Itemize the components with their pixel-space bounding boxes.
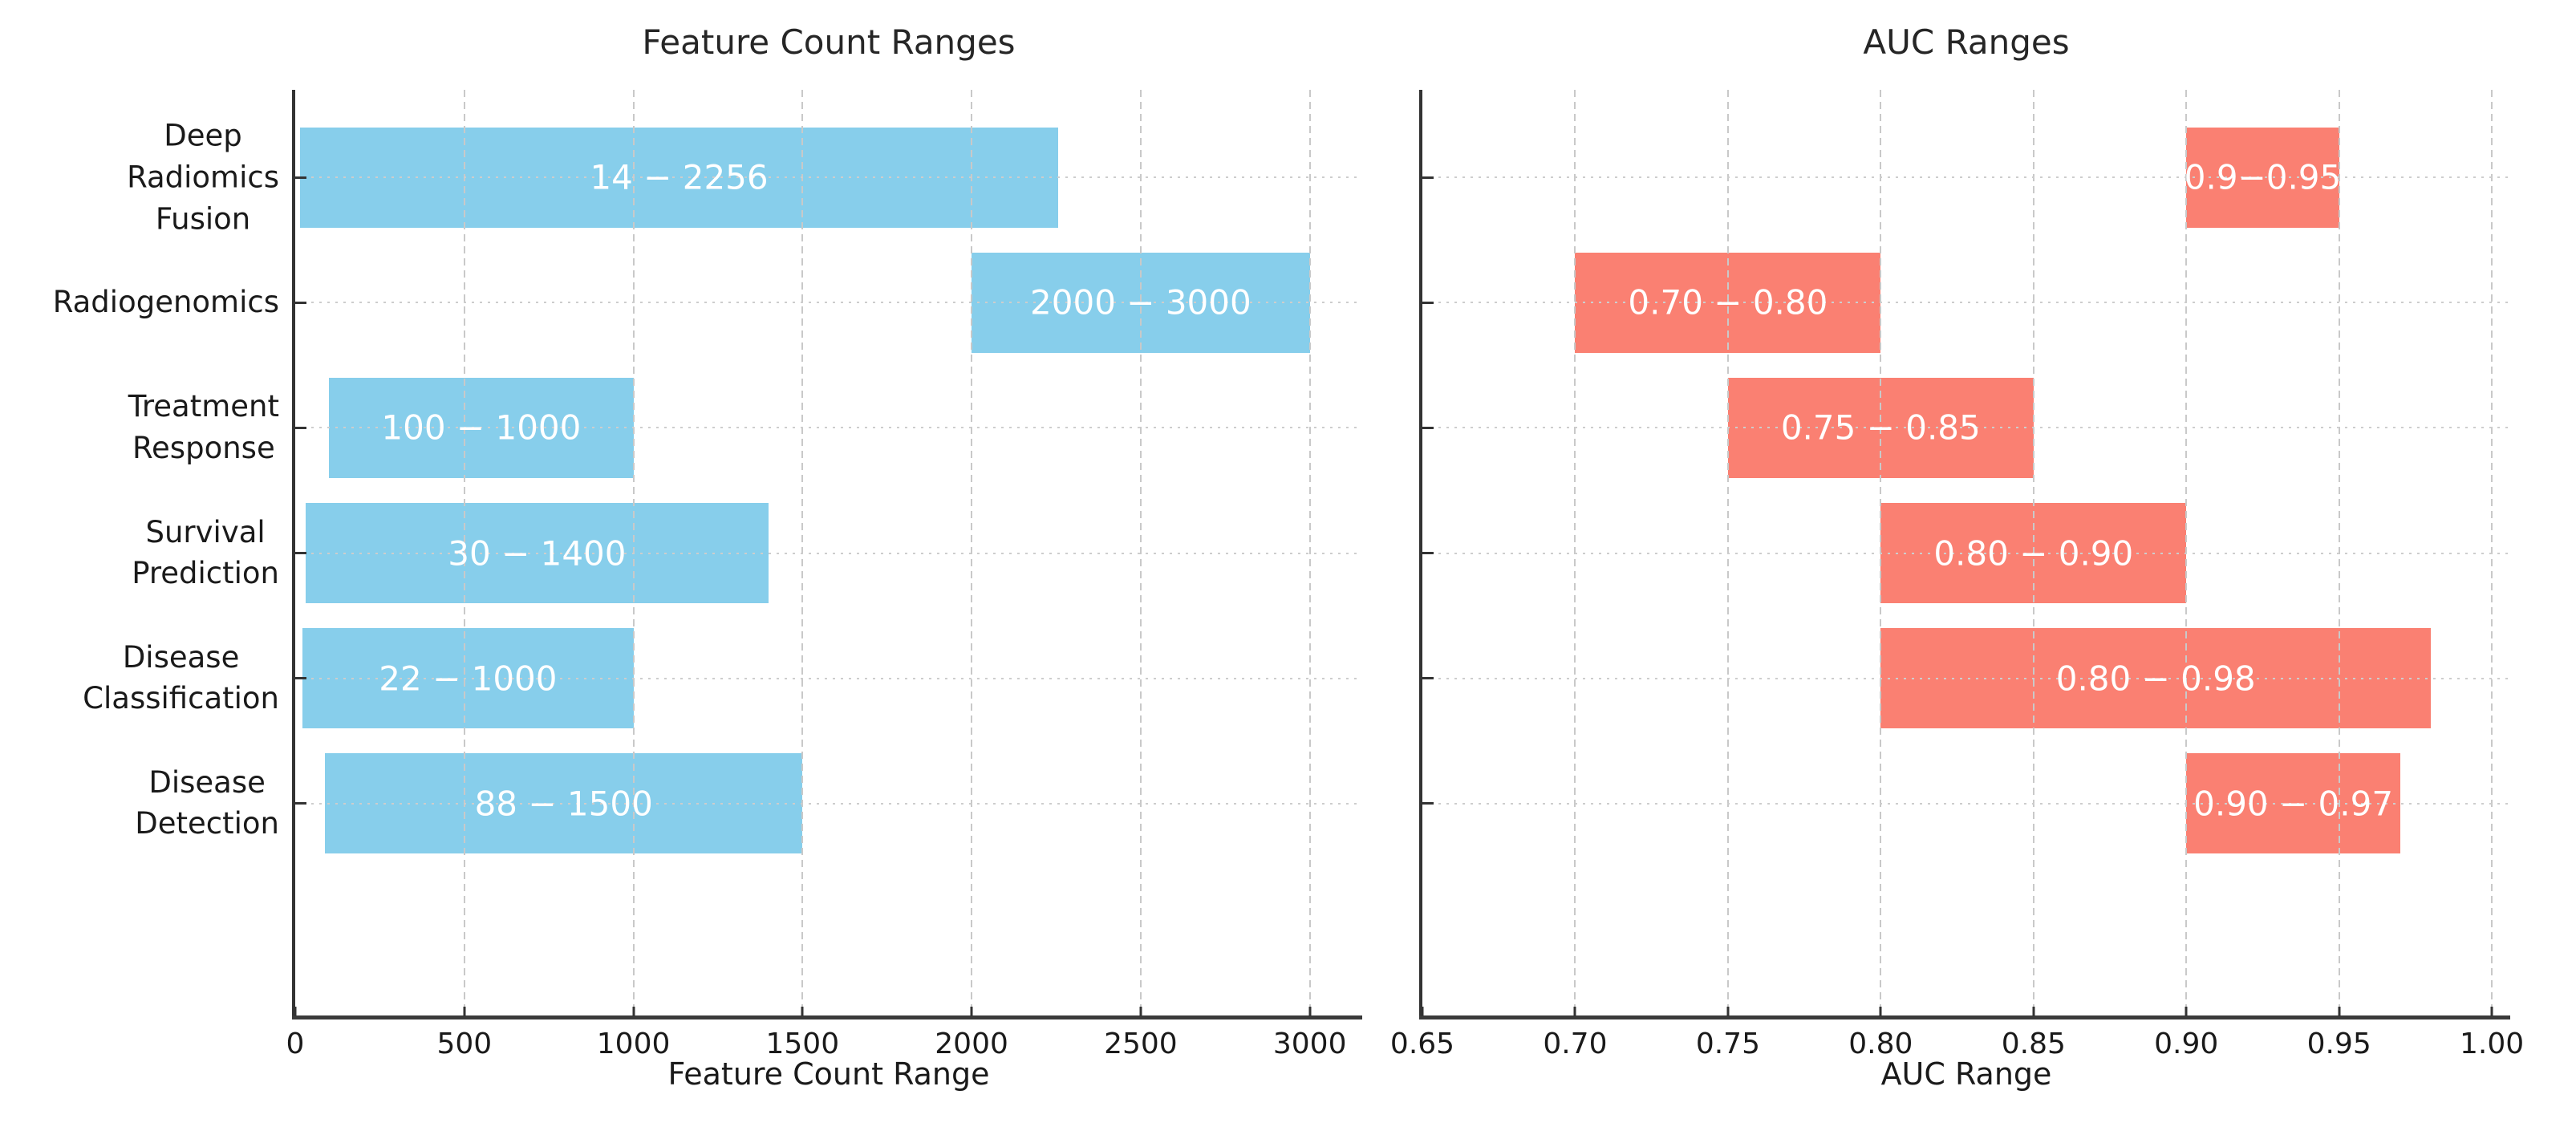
x-tick-label: 0.90: [2154, 1028, 2219, 1060]
y-tick-mark: [295, 677, 306, 680]
x-tick-mark: [1726, 1007, 1730, 1016]
x-tick-mark: [1573, 1007, 1576, 1016]
y-category-label: Radiogenomics: [52, 285, 279, 320]
gridline-horizontal: [1422, 302, 2510, 304]
bar-value-label: 0.90 − 0.97: [2193, 784, 2394, 824]
x-tick-mark: [1421, 1007, 1424, 1016]
gridline-horizontal: [295, 802, 1362, 805]
y-tick-mark: [1422, 552, 1434, 554]
x-tick-mark: [632, 1007, 635, 1016]
x-tick-label: 3000: [1272, 1028, 1347, 1060]
bar-value-label: 0.9−0.95: [2184, 157, 2342, 197]
bar-value-label: 2000 − 3000: [1030, 282, 1251, 322]
x-tick-label: 2500: [1104, 1028, 1178, 1060]
plot-area-feature-count: 14 − 2256 2000 − 3000 100 − 1000 30 − 1400 2…: [53, 90, 1362, 1060]
x-tick-mark: [2338, 1007, 2341, 1016]
x-tick-label: 2000: [935, 1028, 1008, 1060]
x-tick-label: 0: [286, 1028, 305, 1060]
y-tick-mark: [1422, 677, 1434, 680]
x-tick-mark: [1879, 1007, 1882, 1016]
bar-value-label: 100 − 1000: [381, 407, 582, 448]
gridline-horizontal: [1422, 802, 2510, 805]
gridline-horizontal: [1422, 552, 2510, 554]
y-tick-mark: [295, 301, 306, 304]
y-axis-spine: [292, 90, 295, 1019]
gridline-horizontal: [295, 176, 1362, 179]
x-tick-mark: [801, 1007, 804, 1016]
plot-area-auc: 0.9−0.95 0.70 − 0.80 0.75 − 0.85 0.80 − 0.9…: [1390, 90, 2524, 1060]
x-tick-label: 0.95: [2306, 1028, 2371, 1060]
chart-title-feature-count: Feature Count Ranges: [642, 22, 1016, 62]
chart-title-auc: AUC Ranges: [1863, 22, 2070, 62]
gridline-horizontal: [1422, 176, 2510, 179]
bar-value-label: 22 − 1000: [379, 659, 558, 699]
y-category-label: Survival Prediction: [132, 514, 279, 591]
y-tick-mark: [295, 552, 306, 554]
gridline-horizontal: [295, 552, 1362, 554]
x-axis-label-feature-count: Feature Count Range: [667, 1056, 990, 1092]
gridline-horizontal: [295, 677, 1362, 679]
y-category-label: Disease Detection: [135, 764, 279, 841]
y-category-label: Deep Radiomics Fusion: [127, 118, 279, 237]
x-tick-label: 0.70: [1543, 1028, 1608, 1060]
gridline-horizontal: [1422, 427, 2510, 429]
x-tick-label: 0.85: [2001, 1028, 2066, 1060]
y-tick-mark: [1422, 426, 1434, 429]
gridline-horizontal: [295, 427, 1362, 429]
x-tick-mark: [1139, 1007, 1142, 1016]
x-axis-label-auc: AUC Range: [1880, 1056, 2052, 1092]
y-tick-mark: [1422, 176, 1434, 179]
x-tick-mark: [294, 1007, 297, 1016]
x-axis-spine: [292, 1015, 1362, 1019]
gridline-horizontal: [295, 302, 1362, 304]
x-tick-label: 0.80: [1848, 1028, 1913, 1060]
y-category-label: Treatment Response: [128, 389, 279, 466]
bar-value-label: 30 − 1400: [448, 533, 627, 573]
x-tick-mark: [2490, 1007, 2493, 1016]
x-tick-label: 1500: [765, 1028, 840, 1060]
y-tick-mark: [1422, 802, 1434, 805]
bar-value-label: 14 − 2256: [590, 157, 769, 197]
gridline-horizontal: [1422, 677, 2510, 679]
x-tick-mark: [463, 1007, 466, 1016]
x-tick-mark: [2185, 1007, 2188, 1016]
y-tick-mark: [1422, 301, 1434, 304]
x-tick-label: 1.00: [2460, 1028, 2525, 1060]
x-tick-label: 0.65: [1389, 1028, 1455, 1060]
bar-value-label: 0.70 − 0.80: [1628, 282, 1828, 322]
x-tick-mark: [1308, 1007, 1312, 1016]
bar-value-label: 0.75 − 0.85: [1780, 407, 1981, 448]
y-tick-mark: [295, 802, 306, 805]
bar-value-label: 88 − 1500: [474, 784, 653, 824]
x-axis-spine: [1419, 1015, 2510, 1019]
x-tick-mark: [2032, 1007, 2035, 1016]
x-tick-label: 500: [436, 1028, 493, 1060]
x-tick-label: 0.75: [1695, 1028, 1760, 1060]
bar-value-label: 0.80 − 0.98: [2055, 659, 2256, 699]
x-tick-label: 1000: [596, 1028, 671, 1060]
y-axis-spine: [1419, 90, 1422, 1019]
y-category-label: Disease Classification: [83, 639, 279, 716]
x-tick-mark: [970, 1007, 973, 1016]
y-tick-mark: [295, 426, 306, 429]
y-tick-mark: [295, 176, 306, 179]
bar-value-label: 0.80 − 0.90: [1933, 533, 2134, 573]
